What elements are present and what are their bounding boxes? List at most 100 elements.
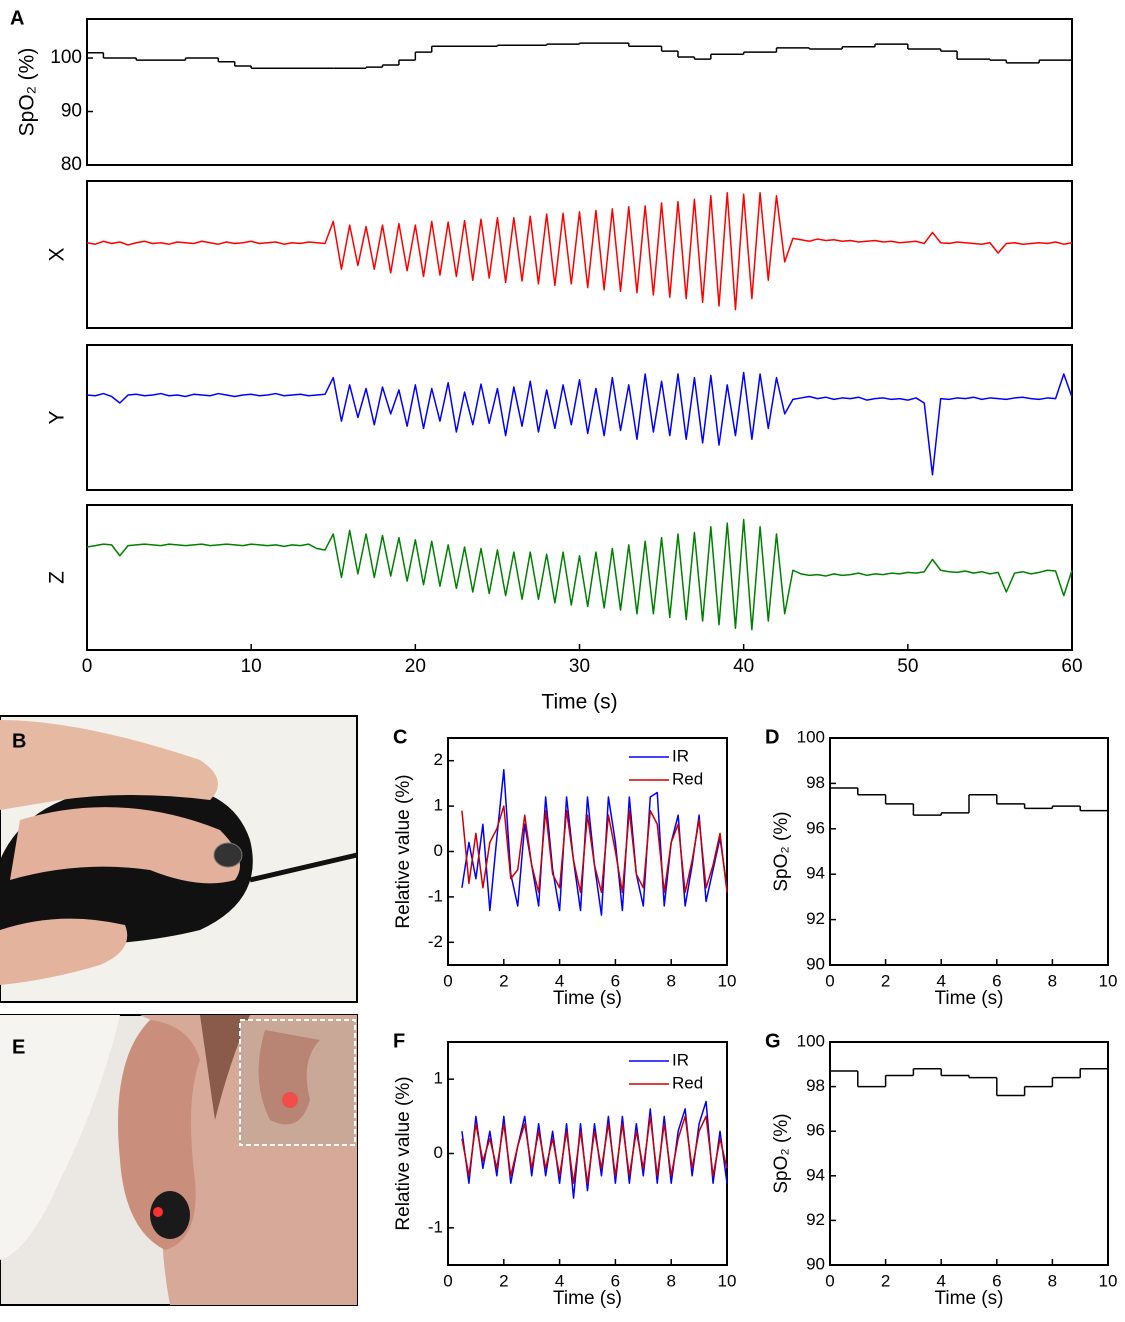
legend-label: Red bbox=[672, 769, 703, 788]
y-tick-label: 1 bbox=[434, 1069, 443, 1088]
x-tick-label: 2 bbox=[499, 971, 508, 990]
legend-label: Red bbox=[672, 1073, 703, 1092]
cable bbox=[249, 852, 358, 883]
y-tick-label: 92 bbox=[806, 1210, 825, 1229]
photo-b bbox=[0, 715, 358, 1003]
y-tick-label: 0 bbox=[434, 841, 443, 860]
x-tick-label: 8 bbox=[1048, 971, 1057, 990]
y-axis-label: Y bbox=[46, 410, 69, 424]
y-tick-label: 90 bbox=[61, 101, 82, 122]
ear bbox=[118, 1020, 200, 1250]
x-tick-label: 10 bbox=[241, 656, 262, 677]
x-tick-label: 8 bbox=[666, 1271, 675, 1290]
y-tick-label: 100 bbox=[797, 1031, 825, 1050]
x-tick-label: 60 bbox=[1061, 656, 1082, 677]
x-tick-label: 2 bbox=[881, 971, 890, 990]
y-axis-label: X bbox=[46, 247, 69, 261]
legend-label: IR bbox=[672, 746, 689, 765]
plot-frame bbox=[86, 18, 1073, 166]
y-tick-label: 1 bbox=[434, 796, 443, 815]
inset-ear bbox=[258, 1030, 320, 1125]
x-tick-label: 6 bbox=[611, 1271, 620, 1290]
x-axis-label: Time (s) bbox=[935, 1288, 1004, 1309]
x-tick-label: 10 bbox=[718, 971, 737, 990]
data-line bbox=[86, 518, 1073, 631]
x-axis-label: Time (s) bbox=[553, 988, 622, 1009]
y-tick-label: 94 bbox=[806, 864, 825, 883]
finger bbox=[10, 807, 240, 884]
plot-frame bbox=[829, 737, 1109, 966]
y-tick-label: 92 bbox=[806, 909, 825, 928]
x-tick-label: 10 bbox=[718, 1271, 737, 1290]
x-tick-label: 0 bbox=[825, 1271, 834, 1290]
x-tick-label: 0 bbox=[443, 1271, 452, 1290]
legend-label: IR bbox=[672, 1050, 689, 1069]
panel-label: D bbox=[765, 726, 779, 748]
x-tick-label: 4 bbox=[555, 1271, 564, 1290]
x-tick-label: 50 bbox=[897, 656, 918, 677]
chart: G SpO₂ (%) Time (s) 0 2 4 6 8 10 90 92 94 96 98 100 bbox=[765, 1030, 1117, 1309]
x-tick-label: 4 bbox=[936, 971, 945, 990]
y-tick-label: 0 bbox=[434, 1143, 443, 1162]
chart: C Relative value (%) Time (s) 0 2 4 6 8 10 -2 -1 0 1… bbox=[393, 726, 736, 1009]
y-axis-label: Z bbox=[46, 571, 69, 584]
x-tick-label: 6 bbox=[611, 971, 620, 990]
thumb bbox=[0, 918, 128, 985]
y-tick-label: -2 bbox=[428, 932, 443, 951]
x-tick-label: 6 bbox=[992, 1271, 1001, 1290]
panel-label: B bbox=[12, 730, 26, 752]
y-tick-label: 96 bbox=[806, 818, 825, 837]
x-tick-label: 10 bbox=[1099, 1271, 1118, 1290]
x-tick-label: 6 bbox=[992, 971, 1001, 990]
panel-label: A bbox=[10, 7, 24, 29]
hair bbox=[200, 1015, 250, 1120]
inset-led bbox=[282, 1092, 298, 1108]
y-tick-label: -1 bbox=[428, 886, 443, 905]
x-tick-label: 0 bbox=[443, 971, 452, 990]
y-tick-label: 2 bbox=[434, 750, 443, 769]
x-tick-label: 30 bbox=[569, 656, 590, 677]
photo-e bbox=[0, 1014, 358, 1306]
sensor bbox=[150, 1191, 190, 1239]
chart: F Relative value (%) Time (s) 0 2 4 6 8 10 -1 0 1 IR… bbox=[393, 1030, 736, 1309]
hand bbox=[0, 720, 218, 810]
y-tick-label: -1 bbox=[428, 1217, 443, 1236]
data-line bbox=[461, 805, 728, 894]
x-tick-label: 8 bbox=[1048, 1271, 1057, 1290]
chart: A SpO₂ (%) 80 90 100 bbox=[10, 7, 1073, 175]
x-tick-label: 8 bbox=[666, 971, 675, 990]
plot-frame bbox=[829, 1041, 1109, 1266]
x-tick-label: 4 bbox=[936, 1271, 945, 1290]
x-tick-label: 0 bbox=[82, 656, 93, 677]
y-tick-label: 94 bbox=[806, 1165, 825, 1184]
panel-label: E bbox=[12, 1036, 25, 1058]
data-line bbox=[461, 1115, 728, 1184]
data-line bbox=[86, 192, 1073, 311]
panel-label: G bbox=[765, 1030, 781, 1052]
y-axis-label: SpO₂ (%) bbox=[771, 811, 792, 891]
y-tick-label: 98 bbox=[806, 1076, 825, 1095]
y-axis-label: Relative value (%) bbox=[393, 1076, 414, 1230]
chart: Y bbox=[46, 344, 1073, 491]
y-axis-label: SpO₂ (%) bbox=[771, 1113, 792, 1193]
plot-frame bbox=[86, 344, 1073, 491]
x-tick-label: 20 bbox=[405, 656, 426, 677]
y-tick-label: 100 bbox=[797, 727, 825, 746]
x-axis-label: Time (s) bbox=[553, 1288, 622, 1309]
x-tick-label: 4 bbox=[555, 971, 564, 990]
wall bbox=[0, 1015, 120, 1260]
y-tick-label: 90 bbox=[806, 954, 825, 973]
y-tick-label: 98 bbox=[806, 773, 825, 792]
plot-frame bbox=[86, 180, 1073, 329]
x-tick-label: 10 bbox=[1099, 971, 1118, 990]
y-tick-label: 80 bbox=[61, 154, 82, 175]
y-tick-label: 90 bbox=[806, 1254, 825, 1273]
chart: D SpO₂ (%) Time (s) 0 2 4 6 8 10 90 92 94 96 98 100 bbox=[765, 726, 1117, 1009]
panel-label: F bbox=[393, 1030, 405, 1052]
data-line bbox=[86, 371, 1073, 476]
led bbox=[153, 1207, 163, 1217]
chart: X bbox=[46, 180, 1073, 329]
x-axis-label: Time (s) bbox=[541, 691, 617, 714]
